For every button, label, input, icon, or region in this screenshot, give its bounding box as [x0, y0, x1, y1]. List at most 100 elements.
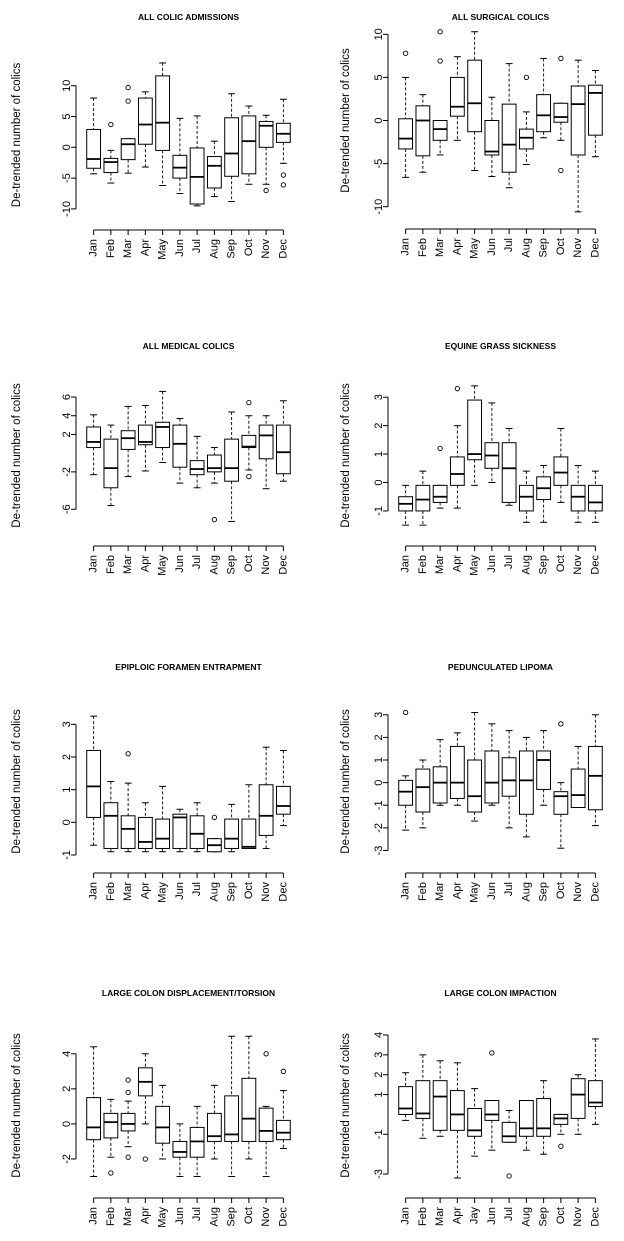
x-tick-label: Nov — [572, 555, 584, 575]
box-apr — [449, 732, 465, 806]
iqr-box — [553, 456, 569, 486]
x-tick-label: Jan — [400, 555, 412, 573]
box-may — [155, 390, 171, 464]
box-jul — [189, 1105, 205, 1177]
y-tick-label: 4 — [373, 1032, 385, 1038]
box-feb — [103, 781, 119, 853]
box-feb — [103, 121, 119, 184]
outlier-point — [263, 187, 269, 194]
x-tick-label: Jun — [486, 1207, 498, 1225]
iqr-box — [570, 1078, 586, 1119]
x-tick-label: Jul — [191, 555, 203, 569]
box-sep — [536, 464, 552, 523]
panel-title: ALL SURGICAL COLICS — [452, 12, 550, 22]
box-sep — [224, 411, 240, 522]
panel-title: ALL COLIC ADMISSIONS — [138, 12, 239, 22]
box-jan — [86, 414, 102, 476]
iqr-box — [224, 818, 240, 849]
x-tick-label: Dec — [277, 882, 289, 902]
iqr-box — [258, 784, 274, 836]
x-tick-label: Sep — [226, 1207, 238, 1227]
outlier-point — [125, 1089, 131, 1096]
outlier-point — [108, 121, 114, 128]
iqr-box — [467, 399, 483, 461]
box-nov — [258, 746, 274, 849]
y-tick-label: 1 — [61, 787, 73, 793]
panel-title: PEDUNCULATED LIPOMA — [448, 662, 553, 672]
y-axis-label: De-trended number of colics — [11, 709, 23, 854]
x-tick-label: Sep — [538, 238, 550, 258]
x-tick-label: Nov — [572, 882, 584, 902]
x-tick-label: Oct — [555, 882, 567, 899]
x-tick-label: Jan — [88, 1207, 100, 1225]
iqr-box — [86, 426, 102, 449]
y-tick-label: 1 — [373, 451, 385, 457]
chart-panel: ALL MEDICAL COLICS De-trended number of c… — [11, 341, 291, 576]
box-oct — [241, 1035, 257, 1160]
box-jay — [467, 1088, 483, 1157]
box-jul — [501, 427, 517, 506]
outlier-point — [108, 1170, 114, 1176]
iqr-box — [518, 484, 534, 512]
iqr-box — [449, 745, 465, 799]
iqr-box — [415, 1080, 431, 1119]
iqr-box — [224, 1095, 240, 1142]
iqr-box — [449, 456, 465, 486]
box-jul — [501, 63, 517, 189]
y-tick-label: 3 — [373, 1052, 385, 1058]
y-tick-label: 0 — [373, 479, 385, 485]
outlier-point — [558, 167, 564, 174]
x-tick-label: Jul — [191, 1207, 203, 1221]
box-may — [155, 1084, 171, 1160]
box-aug — [206, 814, 222, 853]
y-tick-label: 5 — [61, 113, 73, 119]
iqr-box — [501, 103, 517, 173]
box-may — [467, 385, 483, 486]
x-tick-label: Oct — [243, 882, 255, 899]
x-tick-label: Apr — [451, 238, 463, 255]
box-jul — [189, 802, 205, 853]
box-jan — [398, 1072, 414, 1121]
iqr-box — [241, 115, 257, 175]
box-dec — [275, 749, 291, 827]
x-tick-label: Feb — [417, 555, 429, 574]
panel-title: EQUINE GRASS SICKNESS — [445, 341, 556, 351]
iqr-box — [484, 750, 500, 804]
box-nov — [570, 464, 586, 523]
y-tick-label: -1 — [373, 800, 385, 810]
x-tick-label: Oct — [243, 1207, 255, 1224]
x-tick-label: Mar — [434, 238, 446, 257]
outlier-point — [246, 399, 252, 406]
y-tick-label: 3 — [373, 394, 385, 400]
iqr-box — [415, 484, 431, 512]
box-jan — [86, 715, 102, 846]
outlier-point — [437, 58, 443, 64]
box-mar — [432, 29, 448, 156]
x-tick-label: Sep — [226, 555, 238, 575]
y-tick-label: 10 — [61, 80, 73, 92]
x-tick-label: Jan — [400, 882, 412, 900]
y-tick-label: 2 — [373, 734, 385, 740]
box-dec — [275, 400, 291, 482]
box-nov — [570, 59, 586, 213]
iqr-box — [86, 128, 102, 169]
chart-panel: LARGE COLON IMPACTION De-trended number o… — [340, 988, 603, 1227]
y-tick-label: -1 — [61, 850, 73, 860]
iqr-box — [241, 434, 257, 449]
iqr-box — [570, 768, 586, 809]
iqr-box — [536, 750, 552, 790]
box-dec — [587, 714, 603, 827]
x-tick-label: Apr — [139, 239, 151, 256]
box-aug — [518, 1100, 534, 1151]
x-tick-label: Jun — [174, 555, 186, 573]
iqr-box — [415, 105, 431, 157]
box-dec — [587, 470, 603, 523]
x-tick-label: Apr — [451, 1207, 463, 1224]
iqr-box — [120, 815, 136, 849]
box-may — [155, 785, 171, 853]
outlier-point — [437, 29, 443, 35]
panel-title: LARGE COLON IMPACTION — [444, 988, 556, 998]
y-tick-label: -10 — [61, 201, 73, 217]
x-tick-label: May — [469, 555, 481, 576]
iqr-box — [86, 1097, 102, 1141]
